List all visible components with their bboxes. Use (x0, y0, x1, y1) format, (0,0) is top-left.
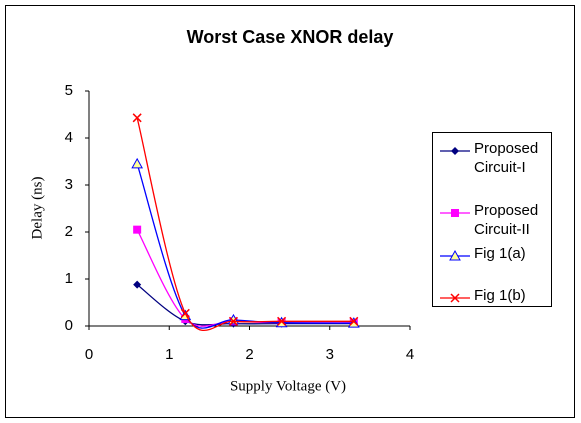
y-tick-label: 2 (65, 223, 73, 240)
marker (131, 157, 143, 169)
x-tick-label: 4 (406, 346, 414, 363)
marker (349, 316, 359, 326)
chart-title: Worst Case XNOR delay (187, 27, 394, 47)
series-line (136, 117, 354, 332)
legend-label: Fig 1(a) (474, 245, 526, 262)
series-line (136, 163, 354, 329)
legend-label: Proposed Circuit-I (474, 140, 538, 176)
y-axis-label: Delay (ns) (29, 177, 45, 240)
legend-box (432, 132, 552, 307)
x-tick-label: 2 (245, 346, 253, 363)
marker (133, 280, 142, 289)
marker (133, 225, 142, 234)
marker (180, 308, 190, 318)
marker (347, 317, 360, 328)
marker (132, 113, 142, 123)
y-tick-label: 4 (65, 129, 73, 146)
marker (277, 316, 287, 326)
y-tick-label: 3 (65, 176, 73, 193)
y-tick-label: 0 (65, 317, 73, 334)
legend-marker (451, 209, 459, 217)
marker (228, 316, 238, 326)
x-axis-label: Supply Voltage (V) (230, 378, 346, 394)
legend-label: Proposed Circuit-II (474, 202, 538, 238)
y-tick-label: 1 (65, 270, 73, 287)
x-tick-label: 0 (85, 346, 93, 363)
legend-label: Fig 1(b) (474, 287, 526, 304)
x-tick-label: 3 (326, 346, 334, 363)
legend-marker (451, 147, 459, 155)
legend-marker (450, 293, 460, 303)
x-tick-label: 1 (165, 346, 173, 363)
y-tick-label: 5 (65, 82, 73, 99)
legend-marker (449, 249, 461, 261)
